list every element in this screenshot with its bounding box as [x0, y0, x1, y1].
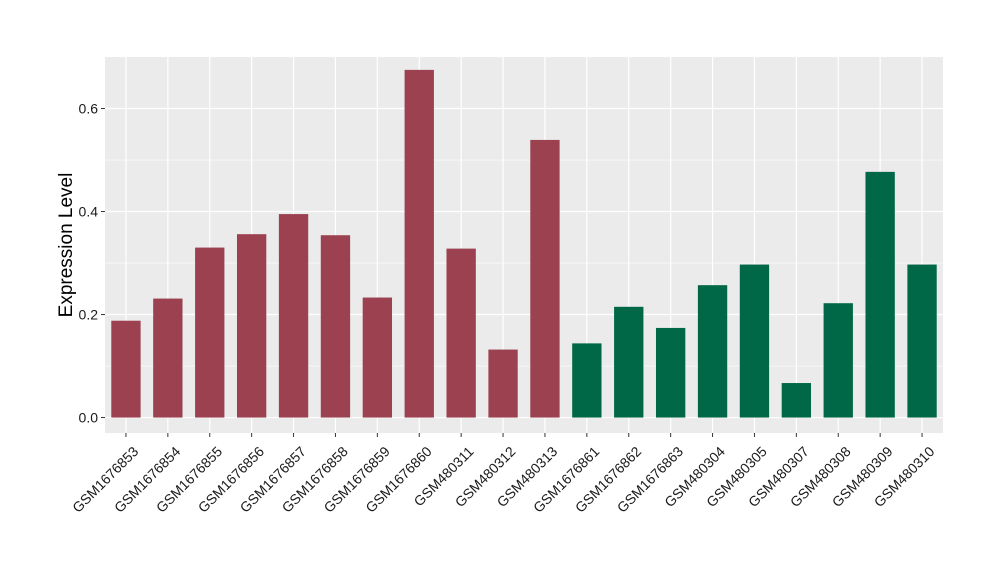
bar — [865, 171, 895, 418]
bar — [362, 297, 393, 418]
bar — [153, 298, 183, 418]
bar — [446, 248, 476, 418]
bars — [111, 69, 937, 418]
bar — [697, 285, 728, 418]
bar — [907, 264, 937, 418]
bar — [404, 69, 434, 418]
bar — [781, 383, 812, 418]
bar — [739, 264, 770, 418]
y-tick-label: 0.0 — [79, 410, 99, 426]
bar — [111, 320, 141, 418]
bar — [320, 235, 351, 418]
bar — [488, 349, 518, 418]
bar — [655, 327, 686, 418]
bar — [236, 234, 267, 418]
y-tick-label: 0.6 — [79, 101, 99, 117]
y-tick-label: 0.2 — [79, 307, 99, 323]
plot-panel — [105, 57, 943, 433]
y-axis-ticks: 0.0 0.2 0.4 0.6 — [79, 101, 105, 426]
bar — [278, 214, 309, 418]
x-axis-ticks: GSM1676853GSM1676854GSM1676855GSM1676856… — [69, 433, 938, 516]
bar — [195, 247, 225, 418]
y-axis-title: Expression Level — [56, 173, 77, 318]
bar — [530, 139, 560, 418]
bar — [572, 343, 602, 418]
bar — [823, 303, 853, 418]
bar — [614, 306, 644, 418]
y-tick-label: 0.4 — [79, 204, 99, 220]
